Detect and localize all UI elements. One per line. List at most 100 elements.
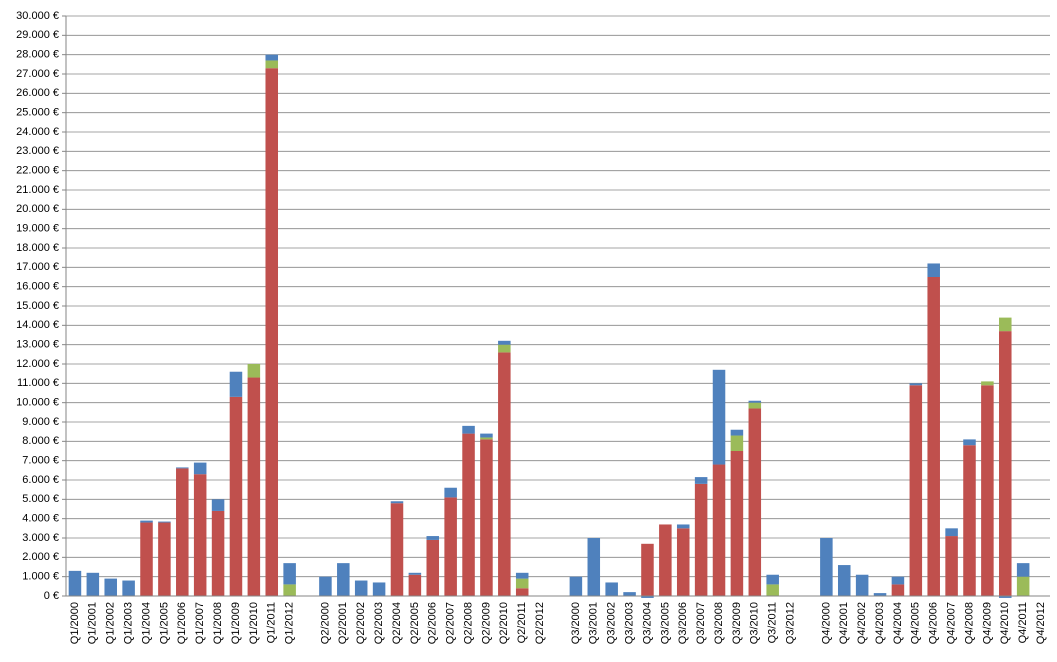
x-tick-label: Q3/2009 — [731, 602, 743, 644]
y-tick-label: 23.000 € — [16, 145, 59, 157]
bar-segment — [748, 400, 762, 403]
x-tick-label: Q2/2003 — [373, 602, 385, 644]
y-tick-label: 28.000 € — [16, 49, 59, 61]
bar-segment — [408, 572, 422, 575]
bar-segment — [193, 474, 207, 596]
x-tick-label: Q3/2008 — [713, 602, 725, 644]
x-tick-label: Q4/2000 — [820, 602, 832, 644]
x-tick-label: Q1/2009 — [230, 602, 242, 644]
bar-segment — [623, 592, 636, 596]
x-tick-label: Q3/2006 — [677, 602, 689, 644]
bar-segment — [748, 408, 762, 596]
bar-segment — [945, 536, 958, 596]
bar-segment — [480, 439, 493, 596]
x-tick-label: Q2/2012 — [534, 602, 546, 644]
bar-segment — [140, 520, 153, 523]
x-tick-label: Q3/2000 — [570, 602, 582, 644]
y-tick-label: 11.000 € — [17, 377, 59, 389]
x-tick-label: Q1/2002 — [105, 602, 117, 644]
x-tick-label: Q3/2012 — [784, 602, 796, 644]
x-tick-label: Q2/2008 — [462, 602, 474, 644]
bar-segment — [158, 521, 171, 523]
bar-segment — [1016, 563, 1030, 577]
x-tick-label: Q3/2004 — [641, 602, 653, 644]
x-tick-label: Q1/2012 — [284, 602, 296, 644]
bar-segment — [891, 576, 905, 585]
bar-segment — [193, 462, 207, 475]
bar-segment — [730, 435, 744, 451]
bar-segment — [999, 596, 1012, 598]
bar-segment — [140, 522, 153, 596]
bar-segment — [444, 497, 457, 596]
x-tick-label: Q3/2010 — [749, 602, 761, 644]
y-tick-label: 9.000 € — [22, 416, 59, 428]
y-tick-label: 0 € — [44, 590, 59, 602]
x-tick-label: Q4/2011 — [1017, 602, 1029, 643]
bar-segment — [480, 433, 493, 438]
bar-segment — [265, 54, 279, 61]
y-tick-label: 17.000 € — [16, 261, 59, 273]
bar-segment — [176, 468, 189, 596]
bar-segment — [766, 584, 779, 596]
bar-segment — [426, 539, 440, 596]
x-tick-label: Q4/2004 — [892, 602, 904, 644]
y-tick-label: 5.000 € — [22, 493, 59, 505]
bar-segment — [337, 563, 350, 596]
y-tick-label: 13.000 € — [16, 339, 59, 351]
bar-segment — [498, 344, 511, 353]
bar-segment — [766, 574, 779, 585]
bar-segment — [462, 433, 475, 596]
x-tick-label: Q3/2005 — [659, 602, 671, 644]
bar-segment — [122, 580, 135, 596]
bar-segment — [462, 425, 475, 434]
y-tick-label: 10.000 € — [16, 397, 59, 409]
x-tick-label: Q2/2007 — [445, 602, 457, 644]
bar-segment — [229, 371, 243, 397]
bar-segment — [283, 584, 296, 596]
y-tick-label: 22.000 € — [16, 165, 59, 177]
bar-segment — [158, 522, 171, 596]
bar-segment — [390, 501, 404, 504]
bar-segment — [927, 277, 940, 596]
x-tick-label: Q2/2001 — [337, 602, 349, 644]
bar-segment — [426, 536, 440, 540]
x-tick-label: Q1/2008 — [212, 602, 224, 644]
bar-segment — [247, 364, 261, 378]
x-tick-label: Q2/2005 — [409, 602, 421, 644]
y-tick-label: 8.000 € — [22, 435, 59, 447]
y-tick-label: 3.000 € — [22, 532, 59, 544]
y-tick-label: 25.000 € — [16, 107, 59, 119]
x-tick-label: Q1/2004 — [140, 602, 152, 644]
bar-segment — [283, 563, 296, 585]
y-tick-label: 18.000 € — [16, 242, 59, 254]
x-tick-label: Q2/2004 — [391, 602, 403, 644]
x-tick-label: Q3/2011 — [767, 602, 779, 643]
bar-segment — [748, 402, 762, 409]
bar-segment — [498, 352, 511, 596]
bar-segment — [354, 580, 368, 596]
bar-segment — [1016, 576, 1030, 596]
bar-segment — [730, 429, 744, 436]
y-tick-label: 7.000 € — [22, 455, 59, 467]
x-tick-label: Q1/2001 — [87, 602, 99, 644]
bar-segment — [86, 572, 100, 596]
x-tick-label: Q1/2005 — [158, 602, 170, 644]
x-tick-label: Q1/2003 — [123, 602, 135, 644]
y-tick-label: 19.000 € — [16, 223, 59, 235]
x-tick-label: Q3/2002 — [606, 602, 618, 644]
y-tick-label: 1.000 € — [22, 571, 59, 583]
bar-segment — [945, 528, 958, 537]
bar-segment — [605, 582, 618, 596]
bar-segment — [855, 574, 869, 596]
bar-segment — [712, 369, 726, 465]
bar-segment — [319, 576, 332, 596]
y-tick-label: 29.000 € — [16, 29, 59, 41]
y-tick-label: 21.000 € — [16, 184, 59, 196]
bar-segment — [909, 385, 923, 596]
bar-segment — [963, 439, 976, 446]
bar-segment — [694, 477, 708, 484]
y-tick-label: 26.000 € — [16, 87, 59, 99]
x-tick-label: Q2/2002 — [355, 602, 367, 644]
x-tick-label: Q1/2011 — [266, 602, 278, 643]
x-tick-label: Q1/2000 — [69, 602, 81, 644]
